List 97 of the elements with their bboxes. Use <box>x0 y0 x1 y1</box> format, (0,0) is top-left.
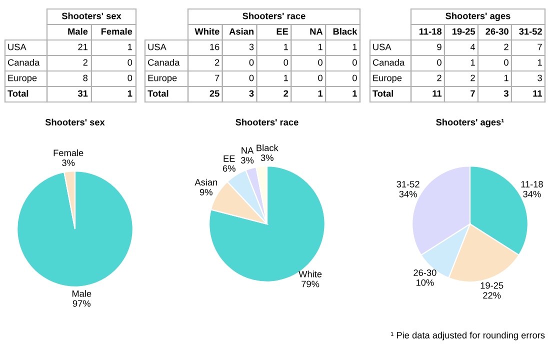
data-label: 16 <box>210 44 220 50</box>
data-label: 9 <box>437 44 442 50</box>
data-label: 34% <box>523 190 541 198</box>
slice-label: NA <box>242 147 254 154</box>
data-label: 34% <box>399 190 417 198</box>
slice-label: Black <box>256 144 278 152</box>
chart-title: Shooters' sex <box>62 12 122 20</box>
data-label: 0 <box>249 59 254 66</box>
data-label: 0 <box>318 59 322 66</box>
y-tick-label: Europe <box>373 74 402 84</box>
data-label: 22% <box>483 292 501 299</box>
x-tick-label: White <box>194 28 220 35</box>
data-label: 1 <box>284 74 288 82</box>
data-label: 8 <box>83 74 88 82</box>
y-tick-label: USA <box>373 44 392 50</box>
x-tick-label: Black <box>333 28 358 35</box>
y-tick-label: Canada <box>372 58 405 66</box>
x-tick-label: 26-30 <box>486 28 508 35</box>
y-tick-label: USA <box>148 44 166 50</box>
data-label: 0 <box>318 74 322 82</box>
data-label: 2 <box>437 74 442 82</box>
data-label: 0 <box>437 59 442 66</box>
x-tick-label: Female <box>101 28 132 35</box>
data-label: 3 <box>249 90 254 97</box>
slice-label: 31-52 <box>396 180 420 188</box>
data-label: 7 <box>538 44 542 50</box>
slice-label: 11-18 <box>521 180 543 188</box>
data-label: 11 <box>432 90 442 97</box>
data-label: 1 <box>470 59 475 66</box>
data-label: 10% <box>416 279 434 286</box>
pie-slice <box>16 170 134 288</box>
data-label: 1 <box>318 90 323 97</box>
data-label: 21 <box>78 44 88 50</box>
data-label: 3% <box>62 160 75 166</box>
text: ¹ Pie data adjusted for rounding errors <box>390 332 545 340</box>
y-tick-label: Total <box>8 90 28 97</box>
data-label: 9% <box>200 188 212 196</box>
data-label: 0 <box>128 59 132 66</box>
data-label: 3% <box>260 154 274 162</box>
data-label: 3 <box>538 74 542 82</box>
data-label: 97% <box>72 300 90 307</box>
data-label: 2 <box>215 59 220 66</box>
slice-label: 26-30 <box>414 269 436 276</box>
data-label: 11 <box>533 90 542 97</box>
x-tick-label: Male <box>68 28 88 35</box>
data-label: 2 <box>284 90 288 97</box>
data-label: 79% <box>302 280 320 288</box>
x-tick-label: 19-25 <box>452 28 476 35</box>
data-label: 31 <box>78 90 88 97</box>
chart-title: Shooters' ages¹ <box>436 118 504 128</box>
data-label: 3 <box>504 90 508 97</box>
data-label: 7 <box>470 90 475 97</box>
data-label: 2 <box>470 74 475 82</box>
slice-label: White <box>298 270 322 278</box>
x-tick-label: Asian <box>229 28 254 35</box>
data-label: 1 <box>128 90 132 97</box>
y-tick-label: Europe <box>8 74 37 84</box>
data-label: 25 <box>210 90 220 97</box>
data-label: 7 <box>215 74 220 82</box>
data-label: 0 <box>249 74 254 82</box>
data-label: 1 <box>284 44 288 50</box>
y-tick-label: Canada <box>148 58 180 66</box>
slice-label: Female <box>54 149 84 156</box>
data-label: 1 <box>352 44 357 50</box>
slice-label: Male <box>72 290 92 297</box>
chart-title: Shooters' sex <box>45 118 105 126</box>
x-tick-label: NA <box>310 28 323 35</box>
data-label: 3 <box>249 44 254 50</box>
slice-label: EE <box>224 155 235 162</box>
chart-title: Shooters' race <box>242 12 306 20</box>
data-label: 0 <box>128 74 132 82</box>
y-tick-label: Total <box>148 90 168 97</box>
x-tick-label: EE <box>276 28 288 35</box>
data-label: 2 <box>504 44 508 50</box>
slice-label: Asian <box>194 178 218 186</box>
y-tick-label: Europe <box>148 74 177 84</box>
slice-label: 19-25 <box>480 282 504 289</box>
y-tick-label: USA <box>8 44 26 50</box>
x-tick-label: 11-18 <box>419 28 442 35</box>
x-tick-label: 31-52 <box>519 28 542 35</box>
chart-title: Shooters' ages <box>446 12 510 22</box>
data-label: 1 <box>504 74 508 82</box>
data-label: 1 <box>352 90 357 97</box>
data-label: 1 <box>538 59 542 66</box>
data-label: 0 <box>352 74 357 82</box>
data-label: 1 <box>128 44 132 50</box>
data-label: 6% <box>222 165 236 172</box>
y-tick-label: Canada <box>8 58 40 66</box>
data-label: 4 <box>470 44 476 50</box>
data-label: 0 <box>352 59 357 66</box>
chart-title: Shooters' race <box>236 118 298 126</box>
data-label: 1 <box>318 44 322 50</box>
data-label: 2 <box>83 59 88 66</box>
data-label: 3% <box>241 157 254 164</box>
y-tick-label: Total <box>372 90 394 97</box>
data-label: 0 <box>504 59 508 66</box>
data-label: 0 <box>284 59 288 66</box>
